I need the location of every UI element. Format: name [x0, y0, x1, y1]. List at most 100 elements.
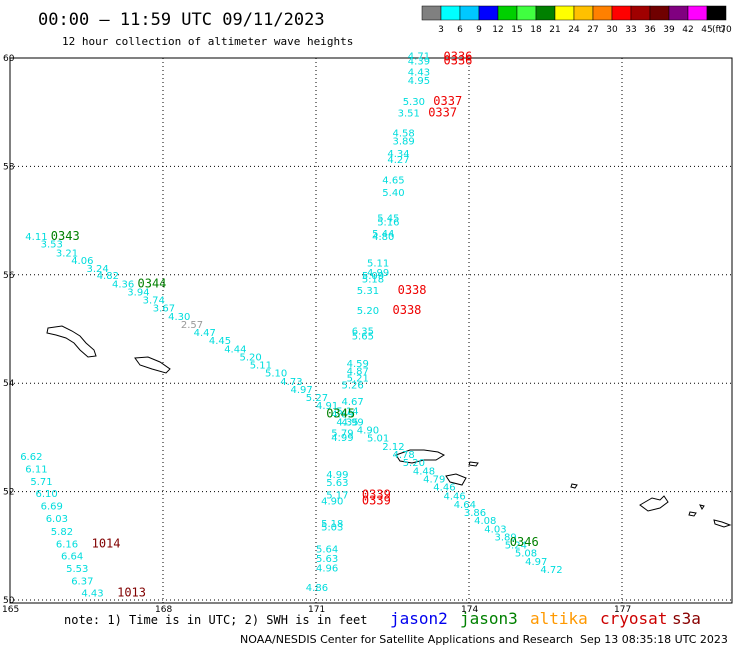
wave-height-label: 5.17 — [326, 491, 348, 502]
island-small-3 — [713, 519, 732, 528]
wave-height-label: 5.18 — [362, 274, 384, 285]
wave-height-label: 5.08 — [515, 549, 537, 560]
wave-height-label: 4.59 — [347, 359, 369, 370]
color-scale-swatch — [592, 5, 613, 21]
pass-time-label: 0339 — [362, 488, 391, 502]
wave-height-label: 4.90 — [321, 497, 343, 508]
wave-height-label: 4.39 — [408, 57, 430, 68]
footer-timestamp: Sep 13 08:35:18 UTC 2023 — [580, 633, 728, 646]
pass-time-label: 0345 — [326, 406, 355, 420]
wave-height-label: 4.65 — [382, 176, 404, 187]
color-scale-label: 39 — [663, 25, 675, 35]
wave-height-label: 4.71 — [408, 52, 430, 63]
color-scale-label: 6 — [457, 25, 463, 35]
wave-height-label: 4.34 — [387, 149, 409, 160]
wave-height-label: 5.09 — [362, 271, 384, 282]
wave-height-label: 5.31 — [357, 286, 379, 297]
wave-height-label: 5.11 — [250, 361, 272, 372]
pass-time-label: 0338 — [398, 283, 427, 297]
wave-height-label: 4.43 — [408, 67, 430, 78]
color-scale-swatch — [440, 5, 461, 21]
wave-height-label: 3.67 — [153, 304, 175, 315]
wave-height-label: 4.99 — [331, 433, 353, 444]
color-scale-label: 3 — [438, 25, 444, 35]
color-scale-label: 12 — [492, 25, 503, 35]
wave-height-label: 6.64 — [61, 551, 83, 562]
color-scale-label: 18 — [530, 25, 542, 35]
island-adak — [639, 495, 669, 512]
color-scale-label: 42 — [682, 25, 693, 35]
wave-height-label: 4.45 — [209, 336, 231, 347]
wave-height-label: 4.87 — [347, 367, 369, 378]
wave-height-label: 4.72 — [540, 565, 562, 576]
wave-height-label: 5.20 — [403, 458, 425, 469]
color-scale-swatch — [687, 5, 708, 21]
wave-height-label: 5.18 — [321, 519, 343, 530]
units-note: note: 1) Time is in UTC; 2) SWH is in fe… — [64, 613, 367, 627]
wave-height-label: 5.64 — [316, 544, 338, 555]
island-kiska — [445, 473, 467, 486]
island-small-2 — [688, 511, 697, 517]
wave-height-label: 3.53 — [41, 240, 63, 251]
wave-height-label: 6.35 — [352, 326, 374, 337]
wave-height-label: 4.95 — [408, 76, 430, 87]
wave-height-label: 4.30 — [168, 312, 190, 323]
pass-time-label: 0344 — [138, 276, 167, 290]
wave-height-label: 5.20 — [357, 306, 379, 317]
wave-height-label: 4.90 — [357, 426, 379, 437]
color-scale-swatch — [573, 5, 594, 21]
wave-height-label: 5.65 — [352, 331, 374, 342]
wave-height-label: 5.53 — [66, 564, 88, 575]
color-scale-label: 30 — [606, 25, 618, 35]
longitude-label: 165 — [2, 605, 19, 615]
mission-legend: jason2 jason3 altika cryosat s3a — [390, 609, 701, 628]
color-scale-label: 27 — [587, 25, 598, 35]
map-subtitle: 12 hour collection of altimeter wave hei… — [62, 35, 353, 48]
wave-height-label: 4.36 — [112, 279, 134, 290]
wave-height-label: 4.99 — [326, 470, 348, 481]
wave-height-label: 4.96 — [316, 563, 338, 574]
mission-cryosat: cryosat — [600, 609, 667, 628]
wave-height-label: 6.03 — [46, 514, 68, 525]
longitude-label: 168 — [155, 605, 172, 615]
color-scale: 3 6 9 12 15 18 21 24 27 30 33 36 39 42 45 70 — [421, 5, 732, 35]
wave-height-label: 4.78 — [393, 450, 415, 461]
island-small-4 — [699, 504, 705, 510]
wave-height-label: 4.82 — [97, 271, 119, 282]
wave-height-label: 4.64 — [454, 500, 476, 511]
latitude-label: 52 — [3, 488, 14, 498]
wave-height-label: 6.11 — [25, 465, 47, 476]
wave-height-label: 4.99 — [367, 268, 389, 279]
wave-height-label: 2.12 — [382, 442, 404, 453]
wave-height-label: 5.82 — [51, 527, 73, 538]
color-scale-label: 70 — [720, 25, 732, 35]
wave-height-label: 5.21 — [347, 374, 369, 385]
wave-height-label: 5.40 — [382, 188, 404, 199]
wave-height-label: 5.63 — [316, 554, 338, 565]
wave-height-label: 4.46 — [433, 483, 455, 494]
color-scale-label: 36 — [644, 25, 656, 35]
pass-time-label: 1014 — [92, 536, 121, 550]
latitude-label: 60 — [3, 54, 15, 64]
color-scale-swatch — [516, 5, 537, 21]
wave-height-label: 4.27 — [387, 155, 409, 166]
pass-time-label: 1013 — [117, 586, 146, 600]
landmasses — [46, 325, 732, 528]
wave-height-label: 4.97 — [525, 557, 547, 568]
wave-height-label: 4.80 — [372, 232, 394, 243]
wave-height-label: 4.03 — [484, 524, 506, 535]
color-scale-swatch — [459, 5, 480, 21]
wave-height-label: 4.11 — [25, 232, 47, 243]
color-scale-swatch — [497, 5, 518, 21]
wave-height-label: 4.99 — [342, 417, 364, 428]
wave-height-label: 4.47 — [194, 328, 216, 339]
color-scale-swatch — [554, 5, 575, 21]
wave-height-label: 6.16 — [56, 539, 78, 550]
wave-height-label: 5.30 — [403, 97, 425, 108]
wave-height-label: 3.89 — [495, 532, 517, 543]
color-scale-swatch — [649, 5, 670, 21]
latitude-label: 58 — [3, 162, 15, 172]
wave-height-label: 4.44 — [224, 344, 246, 355]
